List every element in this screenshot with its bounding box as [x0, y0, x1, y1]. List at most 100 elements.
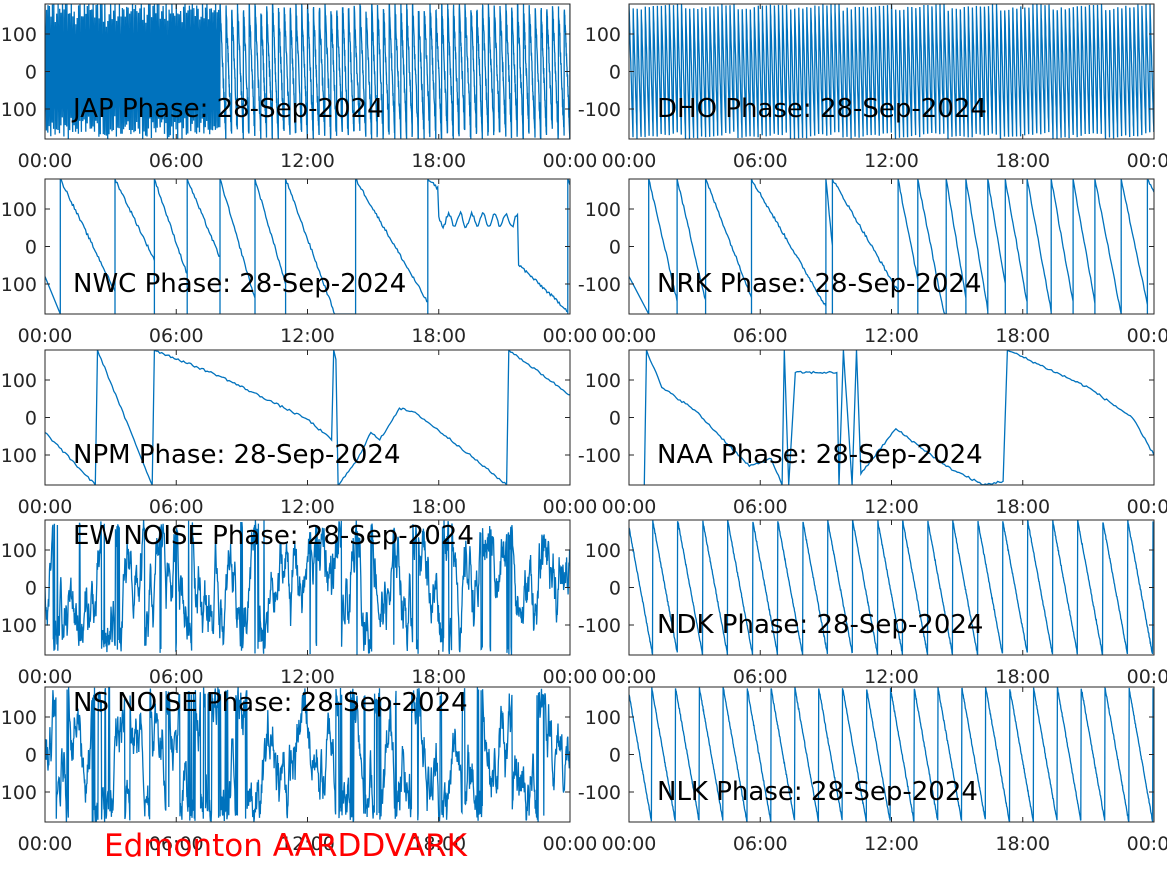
y-tick-label: 0 — [609, 408, 621, 430]
y-tick-label: 0 — [609, 578, 621, 600]
x-tick-label: 18:00 — [411, 150, 466, 172]
x-tick-label: 18:00 — [995, 666, 1050, 688]
subplot-title: NPM Phase: 28-Sep-2024 — [73, 440, 401, 470]
y-tick-label: -100 — [0, 615, 37, 637]
x-tick-label: 00:00 — [1127, 496, 1167, 518]
x-tick-label: 00:00 — [1127, 833, 1167, 855]
x-tick-label: 00:00 — [543, 496, 598, 518]
x-tick-label: 12:00 — [864, 325, 919, 347]
y-tick-label: 0 — [609, 62, 621, 84]
subplot-ew-noise: 00:00 06:00 12:00 18:00 00:00 100 0 -100 EW NOIS… — [0, 519, 598, 688]
x-tick-label: 18:00 — [411, 833, 466, 855]
y-tick-label: 0 — [25, 408, 37, 430]
x-tick-label: 00:00 — [18, 496, 73, 518]
x-tick-label: 12:00 — [864, 150, 919, 172]
x-tick-label: 00:00 — [602, 666, 657, 688]
subplot-ns-noise: 00:00 06:00 12:00 18:00 00:00 100 0 -100 NS NOIS… — [0, 686, 598, 855]
y-tick-label: -100 — [578, 99, 621, 121]
x-tick-label: 00:00 — [543, 666, 598, 688]
y-tick-label: 100 — [1, 199, 37, 221]
x-tick-label: 00:00 — [602, 833, 657, 855]
x-tick-label: 00:00 — [18, 325, 73, 347]
y-tick-label: 100 — [585, 24, 621, 46]
subplot-npm: 00:00 06:00 12:00 18:00 00:00 100 0 -100 NPM Pha… — [0, 349, 598, 518]
y-tick-label: 100 — [1, 24, 37, 46]
x-tick-label: 00:00 — [543, 150, 598, 172]
phase-trace — [643, 350, 1154, 485]
phase-trace — [629, 4, 1154, 139]
x-tick-label: 18:00 — [995, 325, 1050, 347]
x-tick-label: 00:00 — [1127, 325, 1167, 347]
y-tick-label: 100 — [585, 199, 621, 221]
subplot-title: NS NOISE Phase: 28-Sep-2024 — [73, 688, 468, 718]
x-tick-label: 00:00 — [602, 496, 657, 518]
x-tick-label: 18:00 — [995, 833, 1050, 855]
y-tick-label: -100 — [0, 445, 37, 467]
footer-label: Edmonton AARDDVARK — [104, 828, 468, 864]
x-tick-label: 06:00 — [149, 666, 204, 688]
x-tick-label: 18:00 — [411, 666, 466, 688]
subplot-nlk: 00:00 06:00 12:00 18:00 00:00 100 0 -100 NLK Pha… — [578, 686, 1167, 855]
subplot-title: NAA Phase: 28-Sep-2024 — [657, 440, 983, 470]
y-tick-label: 0 — [25, 237, 37, 259]
subplot-title: NLK Phase: 28-Sep-2024 — [657, 777, 978, 807]
x-tick-label: 00:00 — [18, 666, 73, 688]
x-tick-label: 12:00 — [280, 150, 335, 172]
x-tick-label: 06:00 — [149, 150, 204, 172]
y-tick-label: -100 — [578, 445, 621, 467]
subplot-ndk: 00:00 06:00 12:00 18:00 00:00 100 0 -100 NDK Pha… — [578, 519, 1167, 688]
x-tick-label: 06:00 — [149, 496, 204, 518]
x-tick-label: 12:00 — [280, 325, 335, 347]
x-tick-label: 12:00 — [864, 666, 919, 688]
phase-trace — [45, 687, 570, 822]
y-tick-label: -100 — [0, 99, 37, 121]
x-tick-label: 00:00 — [543, 833, 598, 855]
subplot-nwc: 00:00 06:00 12:00 18:00 00:00 100 0 -100 NWC Pha… — [0, 178, 598, 347]
x-tick-label: 00:00 — [1127, 150, 1167, 172]
x-tick-label: 06:00 — [733, 666, 788, 688]
phase-trace — [629, 520, 1154, 655]
y-tick-label: 100 — [585, 540, 621, 562]
phase-trace — [45, 520, 570, 655]
x-tick-label: 00:00 — [1127, 666, 1167, 688]
x-tick-label: 00:00 — [602, 325, 657, 347]
phase-trace — [629, 179, 1154, 314]
y-tick-label: 0 — [25, 62, 37, 84]
y-tick-label: 100 — [1, 707, 37, 729]
subplot-naa: 00:00 06:00 12:00 18:00 00:00 100 0 -100 NAA Pha… — [578, 349, 1167, 518]
y-tick-label: 100 — [1, 540, 37, 562]
y-tick-label: 0 — [25, 745, 37, 767]
y-tick-label: -100 — [578, 274, 621, 296]
y-tick-label: 0 — [25, 578, 37, 600]
subplot-dho: 00:00 06:00 12:00 18:00 00:00 100 0 -100 DHO Pha… — [578, 3, 1167, 172]
subplot-title: NWC Phase: 28-Sep-2024 — [73, 269, 406, 299]
y-tick-label: -100 — [0, 274, 37, 296]
subplot-nrk: 00:00 06:00 12:00 18:00 00:00 100 0 -100 NRK Pha… — [578, 178, 1167, 347]
x-tick-label: 00:00 — [602, 150, 657, 172]
y-tick-label: 100 — [585, 370, 621, 392]
x-tick-label: 06:00 — [733, 833, 788, 855]
subplot-title: JAP Phase: 28-Sep-2024 — [71, 94, 384, 124]
subplot-title: EW NOISE Phase: 28-Sep-2024 — [73, 521, 474, 551]
x-tick-label: 12:00 — [280, 666, 335, 688]
y-tick-label: 100 — [585, 707, 621, 729]
x-tick-label: 06:00 — [149, 325, 204, 347]
subplot-title: NDK Phase: 28-Sep-2024 — [657, 610, 983, 640]
subplot-jap: 00:00 06:00 12:00 18:00 00:00 100 0 -100 JAP Pha… — [0, 3, 598, 172]
x-tick-label: 06:00 — [733, 325, 788, 347]
x-tick-label: 00:00 — [18, 833, 73, 855]
x-tick-label: 12:00 — [280, 833, 335, 855]
subplot-title: NRK Phase: 28-Sep-2024 — [657, 269, 982, 299]
y-tick-label: 0 — [609, 237, 621, 259]
y-tick-label: 100 — [1, 370, 37, 392]
y-tick-label: -100 — [578, 782, 621, 804]
y-tick-label: -100 — [578, 615, 621, 637]
x-tick-label: 06:00 — [733, 496, 788, 518]
x-tick-label: 18:00 — [411, 325, 466, 347]
x-tick-label: 12:00 — [280, 496, 335, 518]
x-tick-label: 06:00 — [733, 150, 788, 172]
subplot-title: DHO Phase: 28-Sep-2024 — [657, 94, 987, 124]
x-tick-label: 00:00 — [543, 325, 598, 347]
x-tick-label: 18:00 — [995, 496, 1050, 518]
x-tick-label: 18:00 — [995, 150, 1050, 172]
